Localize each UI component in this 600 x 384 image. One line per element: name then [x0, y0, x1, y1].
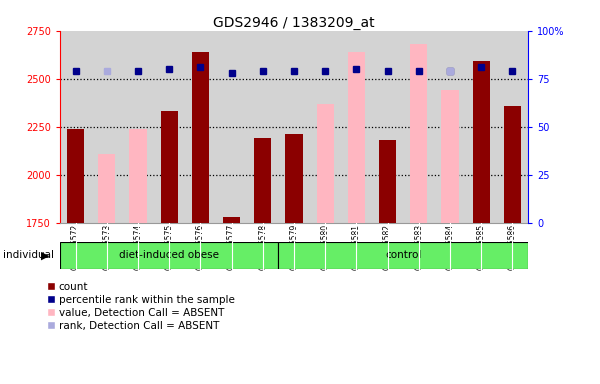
Title: GDS2946 / 1383209_at: GDS2946 / 1383209_at — [213, 16, 375, 30]
Bar — [473, 61, 490, 223]
Bar — [348, 52, 365, 223]
Bar — [161, 111, 178, 223]
Bar — [67, 129, 84, 223]
Bar — [317, 104, 334, 223]
Bar — [254, 138, 271, 223]
Bar — [278, 242, 528, 269]
Bar — [192, 52, 209, 223]
Bar — [442, 90, 458, 223]
Text: individual: individual — [3, 250, 54, 260]
Bar — [410, 44, 427, 223]
Bar — [60, 242, 278, 269]
Text: ▶: ▶ — [41, 250, 49, 260]
Text: diet-induced obese: diet-induced obese — [119, 250, 219, 260]
Bar — [286, 134, 302, 223]
Bar — [223, 217, 240, 223]
Bar — [379, 140, 396, 223]
Bar — [130, 129, 146, 223]
Bar — [98, 154, 115, 223]
Bar — [504, 106, 521, 223]
Legend: count, percentile rank within the sample, value, Detection Call = ABSENT, rank, : count, percentile rank within the sample… — [47, 282, 235, 331]
Text: control: control — [385, 250, 421, 260]
